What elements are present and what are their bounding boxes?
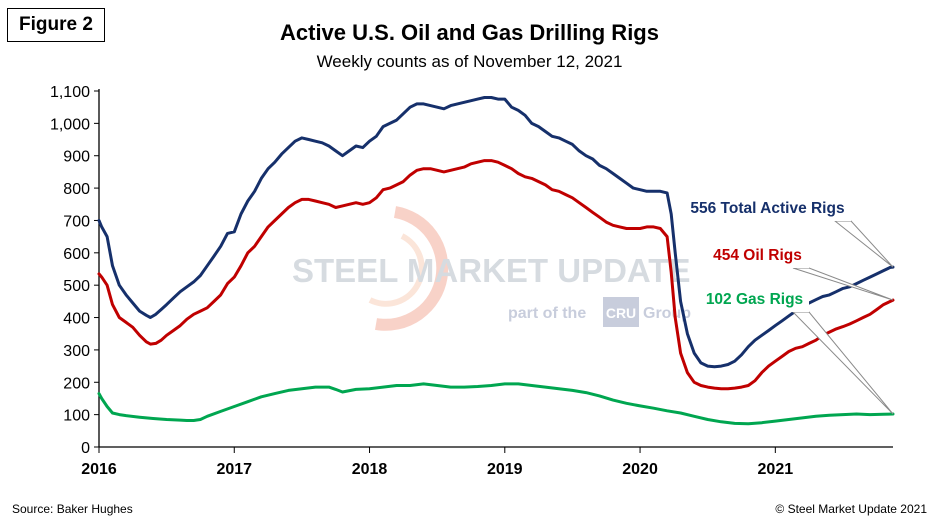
x-tick-label: 2018 — [352, 461, 388, 478]
watermark: STEEL MARKET UPDATE part of the CRU Grou… — [292, 206, 691, 331]
watermark-text: STEEL MARKET UPDATE — [292, 252, 690, 289]
y-tick-label: 600 — [63, 246, 90, 263]
source-note: Source: Baker Hughes — [12, 502, 133, 516]
axes: 0 100 200 300 400 500 600 700 800 900 1,000 1,100 20… — [50, 84, 893, 478]
y-tick-label: 700 — [63, 213, 90, 230]
callout-box-gas — [700, 284, 809, 312]
series-line-gas — [97, 382, 895, 426]
watermark-subtext-prefix: part of the — [508, 305, 586, 322]
series-line-oil — [97, 159, 895, 391]
callout-label-oil: 454 Oil Rigs — [713, 247, 802, 264]
x-tick-label: 2016 — [81, 461, 117, 478]
y-tick-label: 1,000 — [50, 116, 90, 133]
y-tick-label: 800 — [63, 181, 90, 198]
watermark-logo-arc — [375, 206, 449, 331]
series-lines — [97, 96, 895, 426]
y-tick-label: 300 — [63, 343, 90, 360]
y-tick-label: 400 — [63, 311, 90, 328]
y-tick-label: 1,100 — [50, 84, 90, 101]
series-line-total — [97, 96, 895, 369]
y-tick-label: 100 — [63, 408, 90, 425]
x-tick-label: 2021 — [758, 461, 794, 478]
chart-title: Active U.S. Oil and Gas Drilling Rigs — [280, 20, 659, 45]
x-tick-label: 2020 — [622, 461, 658, 478]
y-tick-label: 500 — [63, 278, 90, 295]
watermark-logo-inner-arc — [368, 233, 425, 307]
y-tick-label: 200 — [63, 375, 90, 392]
callout-box-oil — [706, 240, 809, 268]
watermark-badge-text: CRU — [606, 305, 636, 321]
callout-box-total — [684, 193, 851, 221]
annotations: 556 Total Active Rigs 454 Oil Rigs 102 Gas… — [684, 193, 894, 415]
copyright-note: © Steel Market Update 2021 — [775, 502, 927, 516]
watermark-badge — [603, 297, 639, 327]
callout-label-gas: 102 Gas Rigs — [706, 291, 803, 308]
x-tick-label: 2019 — [487, 461, 523, 478]
chart-subtitle: Weekly counts as of November 12, 2021 — [316, 52, 623, 71]
y-tick-label: 900 — [63, 149, 90, 166]
callout-pointer-total — [833, 220, 894, 268]
figure-label: Figure 2 — [7, 8, 105, 42]
y-tick-label: 0 — [81, 440, 90, 457]
x-tick-label: 2017 — [216, 461, 252, 478]
watermark-subtext-suffix: Group — [643, 305, 691, 322]
callout-label-total: 556 Total Active Rigs — [690, 200, 844, 217]
